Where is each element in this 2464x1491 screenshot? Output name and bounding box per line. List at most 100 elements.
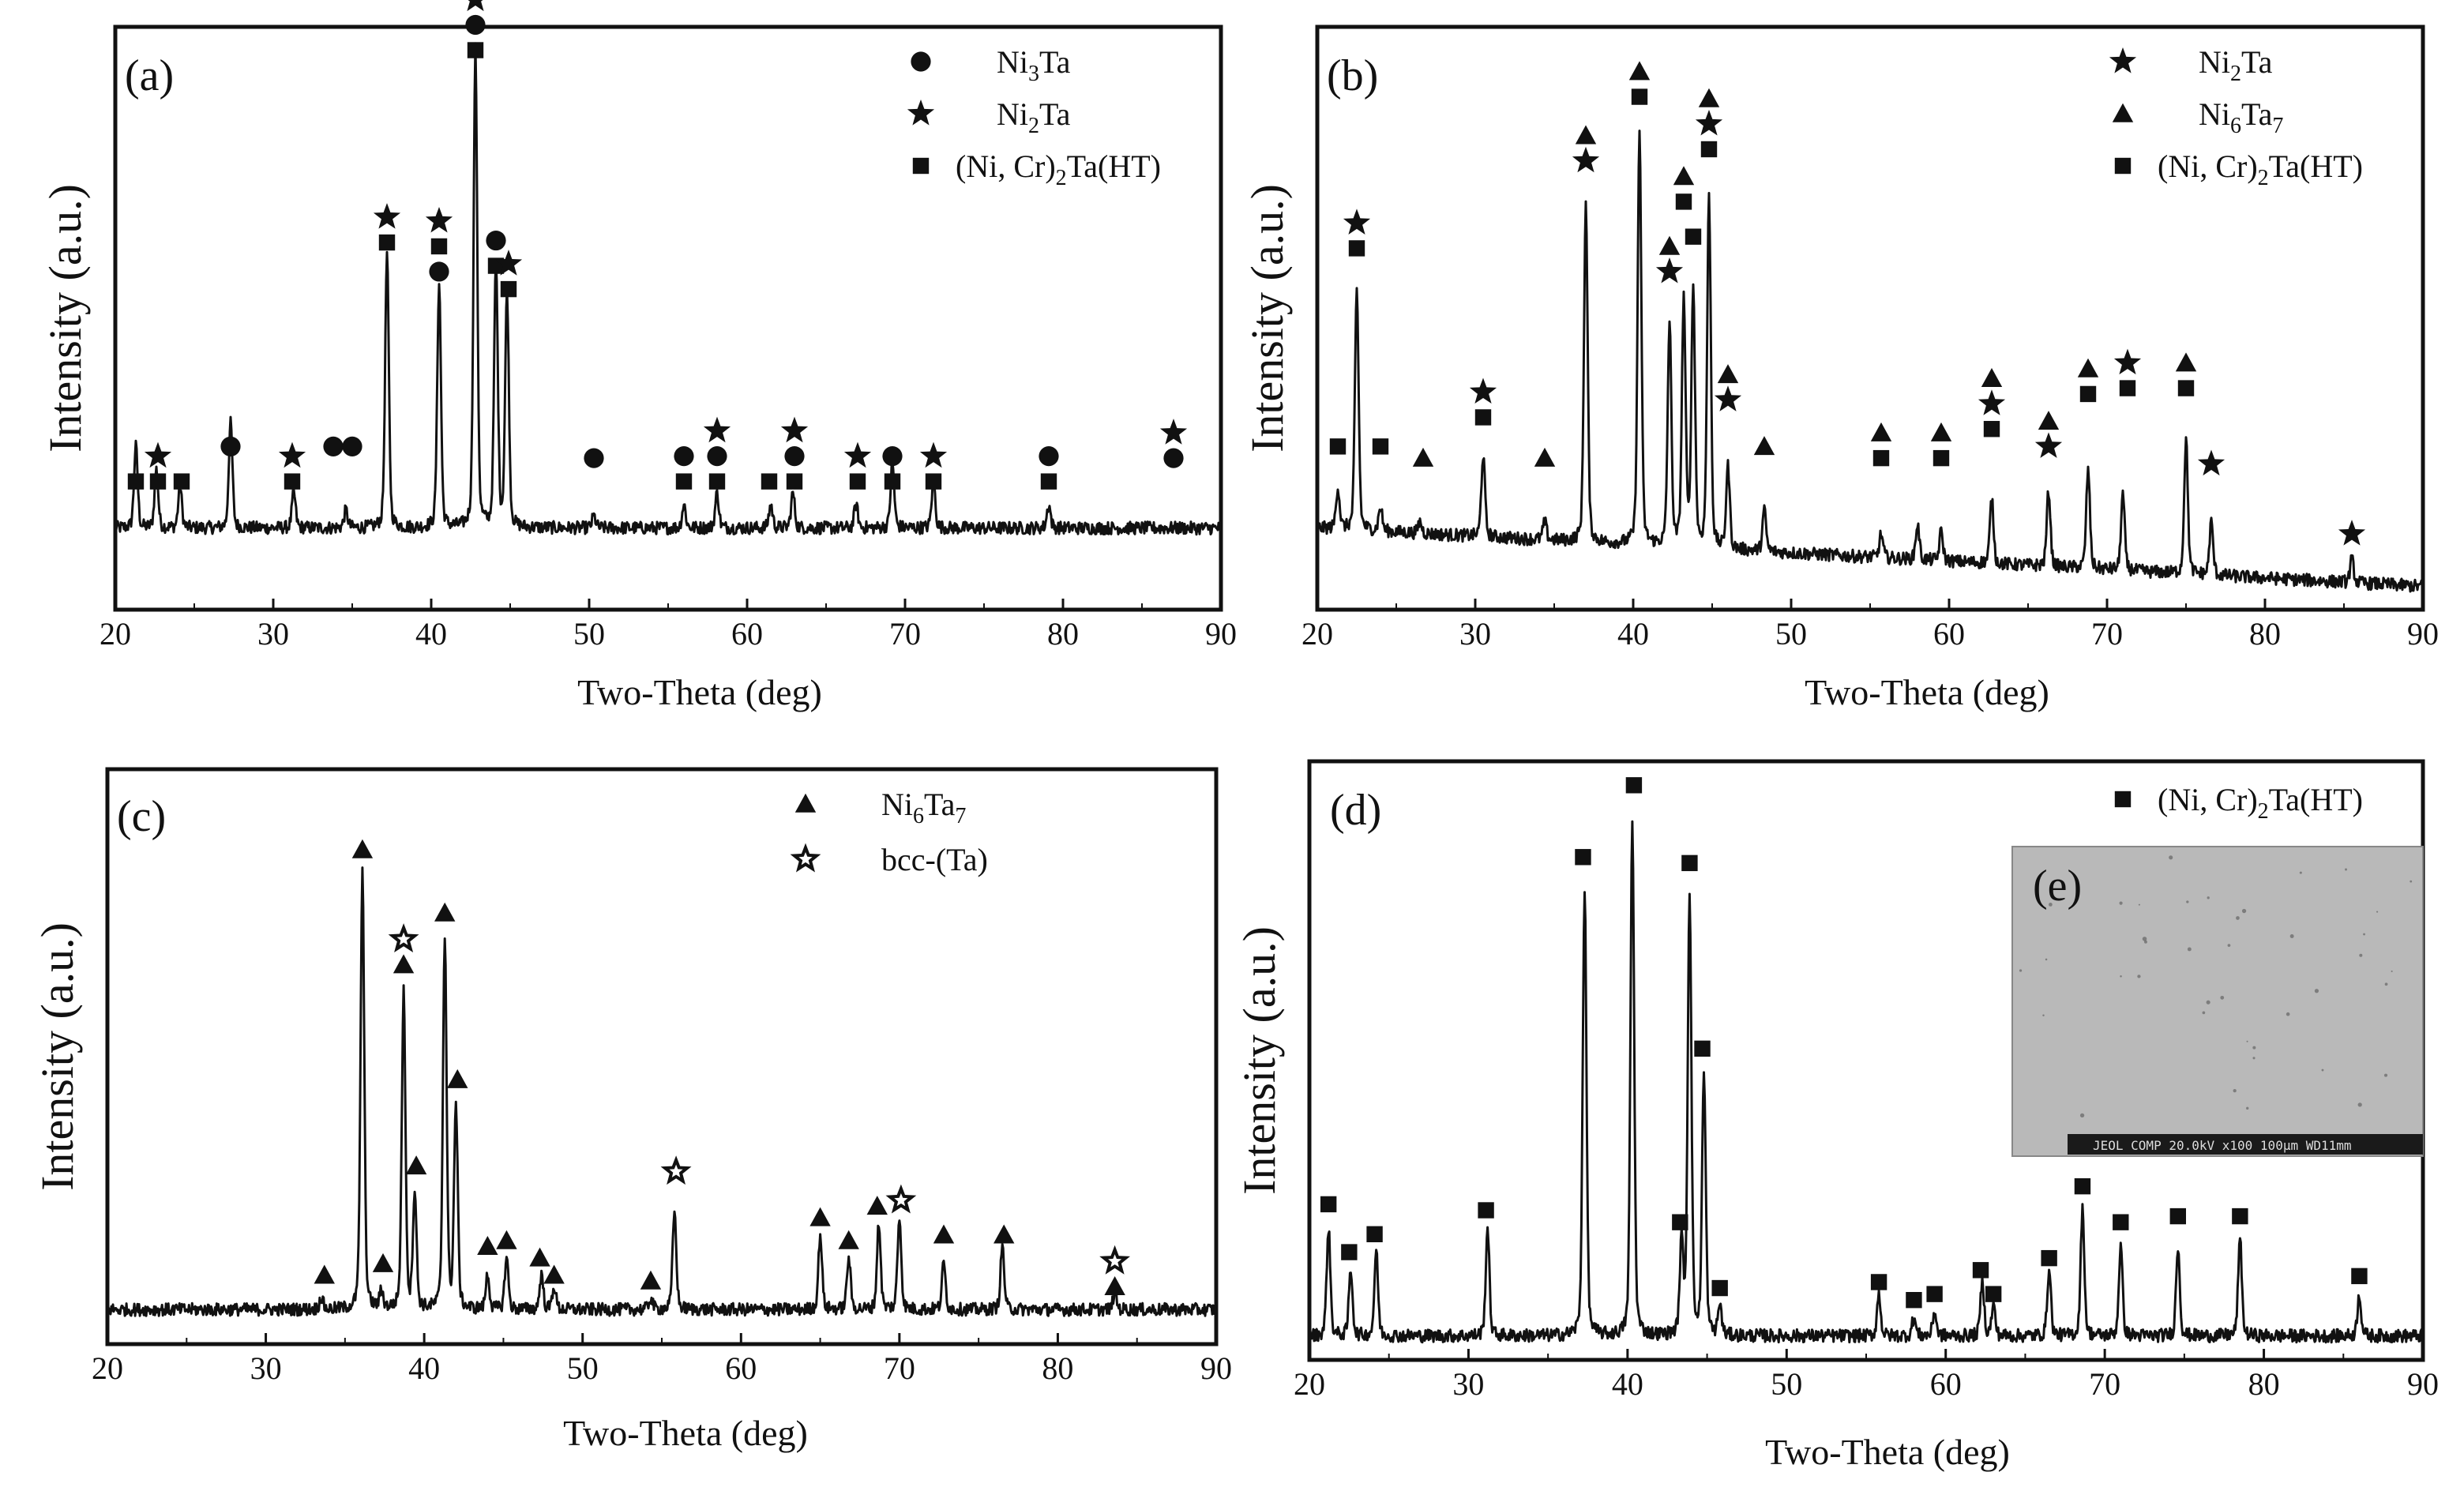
panel-c-ylabel: Intensity (a.u.) bbox=[32, 922, 83, 1191]
circle-icon bbox=[674, 446, 694, 467]
panel-b-peak-marker-14 bbox=[1870, 422, 1892, 467]
panel-a-peak-marker-15 bbox=[761, 473, 778, 490]
square-icon bbox=[1685, 228, 1702, 245]
panel-c-peak-marker-6 bbox=[447, 1068, 468, 1088]
square-icon bbox=[1972, 1262, 1989, 1279]
triangle-icon bbox=[1753, 436, 1775, 456]
star-icon bbox=[1159, 419, 1188, 445]
circle-icon bbox=[584, 448, 604, 468]
square-icon bbox=[1341, 1244, 1358, 1260]
panel-b-xtick-label-90: 90 bbox=[2407, 616, 2439, 652]
panel-d-peak-marker-18 bbox=[2169, 1207, 2186, 1225]
panel-c-peak-marker-9 bbox=[529, 1247, 550, 1267]
panel-b-xtick-label-40: 40 bbox=[1617, 616, 1649, 652]
panel-d-peak-marker-15 bbox=[2041, 1249, 2057, 1267]
star-icon bbox=[2034, 432, 2063, 458]
sem-speckle bbox=[2202, 1011, 2206, 1015]
panel-b-label: (b) bbox=[1327, 51, 1378, 100]
panel-b-peak-marker-17 bbox=[2034, 411, 2063, 458]
panel-c-xtick-label-20: 20 bbox=[92, 1350, 123, 1386]
sem-speckle bbox=[2186, 900, 2189, 903]
panel-d-peak-marker-14 bbox=[1985, 1286, 2002, 1302]
triangle-icon bbox=[393, 954, 415, 974]
sem-speckle bbox=[2207, 896, 2210, 899]
panel-b-peak-marker-3 bbox=[1412, 447, 1434, 467]
panel-d-peak-marker-6 bbox=[1672, 1214, 1688, 1230]
sem-speckle bbox=[2206, 1000, 2210, 1005]
square-icon bbox=[1040, 473, 1057, 490]
triangle-icon bbox=[2077, 358, 2099, 377]
square-icon bbox=[378, 234, 396, 251]
panel-c-peak-marker-13 bbox=[809, 1207, 831, 1226]
sem-speckle bbox=[2383, 1073, 2388, 1077]
panel-c-xtick-label-70: 70 bbox=[884, 1350, 915, 1386]
square-icon bbox=[2079, 385, 2097, 403]
sem-speckle bbox=[2144, 940, 2147, 944]
panel-a: (a) Two-Theta (deg) Intensity (a.u.) 20 3… bbox=[39, 0, 1237, 712]
panel-a-peak-marker-7 bbox=[373, 203, 401, 251]
panel-c-peak-marker-11 bbox=[640, 1270, 662, 1290]
square-icon bbox=[1983, 421, 2000, 438]
panel-d-xtick-label-30: 30 bbox=[1452, 1366, 1484, 1402]
panel-b-xrd-pattern bbox=[1316, 130, 2425, 593]
triangle-icon bbox=[1698, 88, 1720, 107]
panel-c-peak-marker-3 bbox=[388, 923, 419, 974]
legend-openstar-icon bbox=[790, 843, 821, 873]
circle-icon bbox=[465, 14, 486, 36]
triangle-icon bbox=[1534, 447, 1556, 467]
panel-d-xtick-label-80: 80 bbox=[2248, 1366, 2280, 1402]
panel-d-peak-marker-10 bbox=[1870, 1274, 1887, 1290]
sem-speckle bbox=[2045, 958, 2048, 961]
legend-star-icon bbox=[2109, 47, 2137, 73]
panel-b-xtick-label-70: 70 bbox=[2091, 616, 2123, 652]
triangle-icon bbox=[314, 1264, 335, 1284]
panel-a-peak-marker-17 bbox=[843, 441, 872, 490]
square-icon bbox=[1681, 854, 1698, 872]
panel-a-xtick-label-40: 40 bbox=[415, 616, 447, 652]
panel-a-peak-marker-21 bbox=[1159, 419, 1188, 468]
panel-d-xtick-label-20: 20 bbox=[1294, 1366, 1325, 1402]
panel-c-xtick-label-80: 80 bbox=[1042, 1350, 1073, 1386]
sem-speckle bbox=[2120, 975, 2122, 978]
square-icon bbox=[284, 473, 301, 490]
circle-icon bbox=[1163, 448, 1184, 468]
panel-d-peak-marker-1 bbox=[1341, 1244, 1358, 1260]
square-icon bbox=[500, 280, 517, 298]
circle-icon bbox=[342, 436, 362, 456]
sem-speckle bbox=[2289, 933, 2294, 938]
star-icon bbox=[373, 203, 401, 229]
panel-c-legend-item-1: bcc-(Ta) bbox=[790, 842, 988, 877]
square-icon bbox=[1474, 409, 1492, 426]
circle-icon bbox=[707, 446, 727, 467]
star-icon bbox=[144, 441, 172, 468]
square-icon bbox=[1366, 1226, 1383, 1243]
openstar-icon bbox=[388, 923, 419, 952]
triangle-icon bbox=[1628, 61, 1651, 81]
star-icon bbox=[703, 416, 731, 443]
sem-inset-info-bar bbox=[2068, 1134, 2423, 1155]
triangle-icon bbox=[372, 1253, 394, 1272]
circle-icon bbox=[323, 436, 344, 456]
sem-speckle bbox=[2142, 937, 2147, 941]
star-icon bbox=[425, 207, 453, 233]
sem-speckle bbox=[2227, 944, 2231, 947]
triangle-icon bbox=[1658, 235, 1681, 255]
sem-speckle bbox=[2220, 995, 2225, 1000]
square-icon bbox=[1700, 141, 1718, 158]
panel-b-peak-marker-7 bbox=[1628, 61, 1651, 105]
sem-inset-caption: JEOL COMP 20.0kV x100 100μm WD11mm bbox=[2093, 1138, 2352, 1153]
panel-d-xtick-label-60: 60 bbox=[1930, 1366, 1962, 1402]
legend-circle-icon bbox=[911, 51, 931, 72]
triangle-icon bbox=[2175, 352, 2197, 372]
panel-b-peak-marker-2 bbox=[1372, 438, 1389, 455]
panel-c-peak-marker-7 bbox=[477, 1236, 498, 1256]
square-icon bbox=[1906, 1292, 1922, 1309]
square-icon bbox=[1631, 88, 1648, 105]
panel-c-label: (c) bbox=[117, 792, 166, 841]
panel-c-xtick-label-30: 30 bbox=[250, 1350, 282, 1386]
star-icon bbox=[1655, 257, 1684, 284]
square-icon bbox=[1575, 849, 1591, 866]
panel-c-peak-marker-5 bbox=[434, 902, 456, 922]
square-icon bbox=[761, 473, 778, 490]
